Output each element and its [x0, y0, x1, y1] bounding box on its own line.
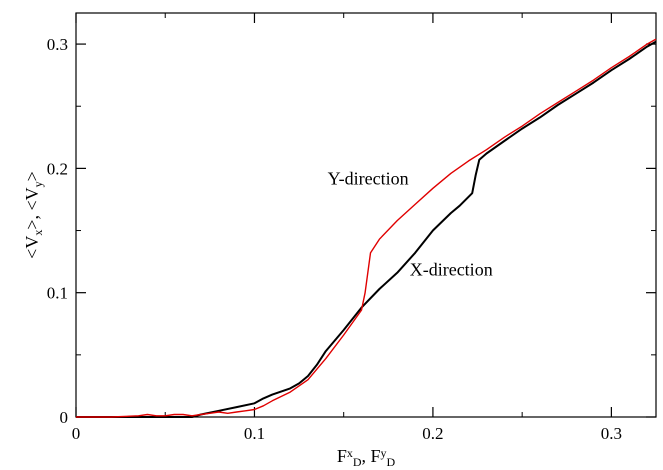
- y-tick-label: 0: [60, 408, 69, 427]
- annotations: Y-direction X-direction: [328, 169, 493, 280]
- series-lines: [76, 38, 657, 418]
- x-axis-label: FxD, FyD: [337, 446, 396, 470]
- x-tick-label: 0.2: [422, 424, 443, 443]
- axis-label-part: y: [31, 181, 45, 187]
- y-axis-label: <Vx>, <Vy>: [22, 171, 45, 259]
- x-tick-labels: 0 0.1 0.2 0.3: [72, 424, 622, 443]
- axis-label-part: , F: [362, 446, 381, 466]
- y-tick-labels: 0 0.1 0.2 0.3: [47, 35, 68, 427]
- series-line-red: [76, 38, 657, 418]
- y-tick-label: 0.1: [47, 284, 68, 303]
- plot-area: [75, 12, 657, 418]
- minor-ticks: [76, 13, 656, 417]
- axis-label-part: D: [387, 455, 396, 469]
- axis-label-part: D: [353, 455, 362, 469]
- axis-label-part: y: [381, 446, 387, 460]
- x-tick-label: 0: [72, 424, 81, 443]
- y-tick-label: 0.2: [47, 159, 68, 178]
- y-tick-label: 0.3: [47, 35, 68, 54]
- axis-label-part: >: [22, 171, 42, 181]
- series-line-black: [76, 40, 657, 418]
- axis-label-part: <V: [22, 236, 42, 259]
- axis-label-part: F: [337, 446, 347, 466]
- axis-label-part: x: [31, 230, 45, 236]
- annotation-x-direction: X-direction: [410, 259, 493, 279]
- axis-label-part: >, <V: [22, 187, 42, 229]
- x-tick-label: 0.3: [601, 424, 622, 443]
- x-tick-label: 0.1: [244, 424, 265, 443]
- axis-label-part: x: [347, 446, 353, 460]
- annotation-y-direction: Y-direction: [328, 169, 409, 189]
- major-ticks: [75, 13, 656, 418]
